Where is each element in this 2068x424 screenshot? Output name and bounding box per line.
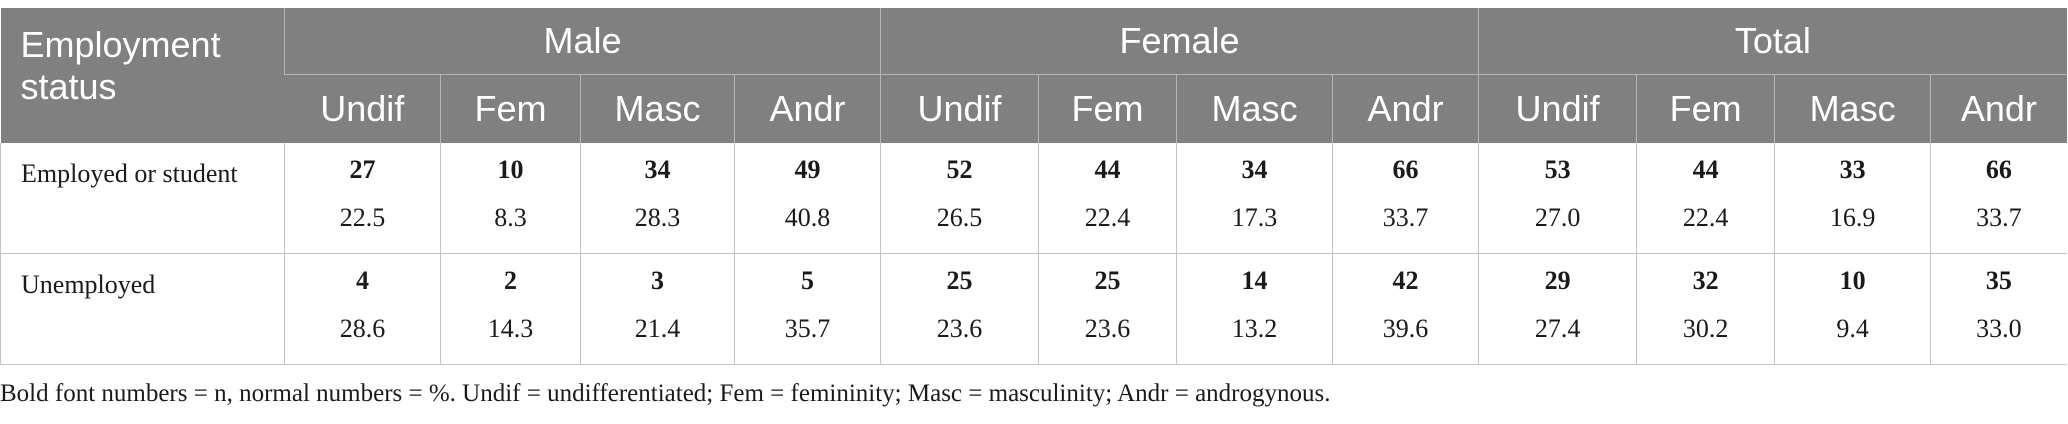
percent-value: 33.7 [1976,203,2022,232]
data-cell: 32 30.2 [1636,253,1775,365]
row-label: Unemployed [0,253,285,365]
subheader-total-fem: Fem [1636,74,1775,143]
count-value: 3 [651,266,664,295]
percent-value: 8.3 [494,203,527,232]
subheader-female-fem: Fem [1038,74,1177,143]
data-cell: 35 33.0 [1930,253,2067,365]
data-cell: 53 27.0 [1478,143,1637,254]
count-value: 42 [1392,266,1419,295]
percent-value: 28.6 [339,314,386,343]
data-cell: 44 22.4 [1038,143,1177,254]
subheader-male-masc: Masc [580,74,735,143]
count-value: 44 [1094,155,1121,184]
subheader-female-undif: Undif [880,74,1039,143]
percent-value: 33.0 [1976,314,2022,343]
data-cell: 25 23.6 [1038,253,1177,365]
count-value: 53 [1544,155,1571,184]
percent-value: 22.4 [1682,203,1729,232]
data-cell: 27 22.5 [284,143,441,254]
count-value: 4 [356,266,369,295]
subheader-total-masc: Masc [1774,74,1931,143]
percent-value: 23.6 [1084,314,1131,343]
count-value: 10 [497,155,524,184]
data-cell: 2 14.3 [440,253,581,365]
data-cell: 34 28.3 [580,143,735,254]
row-label: Employed or student [0,143,285,254]
percent-value: 27.4 [1534,314,1581,343]
percent-value: 9.4 [1836,314,1869,343]
group-header-female: Female [880,8,1479,75]
data-cell: 25 23.6 [880,253,1039,365]
group-header-total: Total [1478,8,2067,75]
count-value: 35 [1985,266,2012,295]
data-cell: 5 35.7 [733,253,881,365]
percent-value: 23.6 [936,314,983,343]
count-value: 49 [794,155,821,184]
data-cell: 33 16.9 [1774,143,1931,254]
table-footnote: Bold font numbers = n, normal numbers = … [0,380,1331,407]
data-cell: 10 9.4 [1774,253,1931,365]
count-value: 66 [1392,155,1419,184]
percent-value: 28.3 [634,203,681,232]
group-header-male: Male [283,8,881,75]
count-value: 34 [1241,155,1268,184]
data-cell: 42 39.6 [1332,253,1479,365]
count-value: 27 [349,155,376,184]
count-value: 5 [801,266,815,295]
subheader-row: Undif Fem Masc Andr Undif Fem Masc Andr Undif Fem… [1,74,2067,143]
count-value: 25 [946,266,973,295]
count-value: 25 [1094,266,1121,295]
percent-value: 22.5 [339,203,386,232]
data-cell: 4 28.6 [284,253,441,365]
count-value: 29 [1544,266,1571,295]
subheader-male-fem: Fem [440,74,581,143]
data-cell: 49 40.8 [733,143,881,254]
count-value: 2 [504,266,517,295]
data-cell: 44 22.4 [1636,143,1775,254]
percent-value: 26.5 [936,203,983,232]
data-cell: 10 8.3 [440,143,581,254]
count-value: 10 [1839,266,1866,295]
percent-value: 27.0 [1534,203,1581,232]
percent-value: 30.2 [1682,314,1729,343]
percent-value: 39.6 [1382,314,1429,343]
data-cell: 3 21.4 [580,253,735,365]
percent-value: 13.2 [1231,314,1278,343]
count-value: 33 [1839,155,1866,184]
subheader-male-undif: Undif [284,74,441,143]
subheader-female-andr: Andr [1332,74,1479,143]
subheader-male-andr: Andr [733,74,881,143]
count-value: 52 [946,155,973,184]
percent-value: 16.9 [1829,203,1876,232]
subheader-total-undif: Undif [1478,74,1637,143]
percent-value: 17.3 [1231,203,1278,232]
subheader-female-masc: Masc [1176,74,1333,143]
data-cell: 29 27.4 [1478,253,1637,365]
data-cell: 52 26.5 [880,143,1039,254]
table-container: Employment status Male Female Total Undi… [0,8,2067,365]
data-cell: 14 13.2 [1176,253,1333,365]
row-header-label: Employment status [0,8,285,143]
percent-value: 21.4 [634,314,681,343]
percent-value: 40.8 [784,203,831,232]
data-cell: 66 33.7 [1332,143,1479,254]
percent-value: 22.4 [1084,203,1131,232]
count-value: 32 [1692,266,1719,295]
employment-table: Employment status Male Female Total Undi… [0,8,2067,365]
table-row: Unemployed 4 28.6 2 14.3 3 21.4 5 35.7 25 23.6 25 23… [0,253,2067,365]
count-value: 66 [1985,155,2012,184]
count-value: 14 [1241,266,1268,295]
subheader-total-andr: Andr [1930,74,2067,143]
percent-value: 35.7 [784,314,831,343]
percent-value: 33.7 [1382,203,1429,232]
table-body: Employed or student 27 22.5 10 8.3 34 28.3 49 40… [0,143,2067,365]
table-row: Employed or student 27 22.5 10 8.3 34 28.3 49 40… [0,143,2067,254]
data-cell: 34 17.3 [1176,143,1333,254]
percent-value: 14.3 [487,314,534,343]
count-value: 34 [644,155,671,184]
data-cell: 66 33.7 [1930,143,2067,254]
count-value: 44 [1692,155,1719,184]
